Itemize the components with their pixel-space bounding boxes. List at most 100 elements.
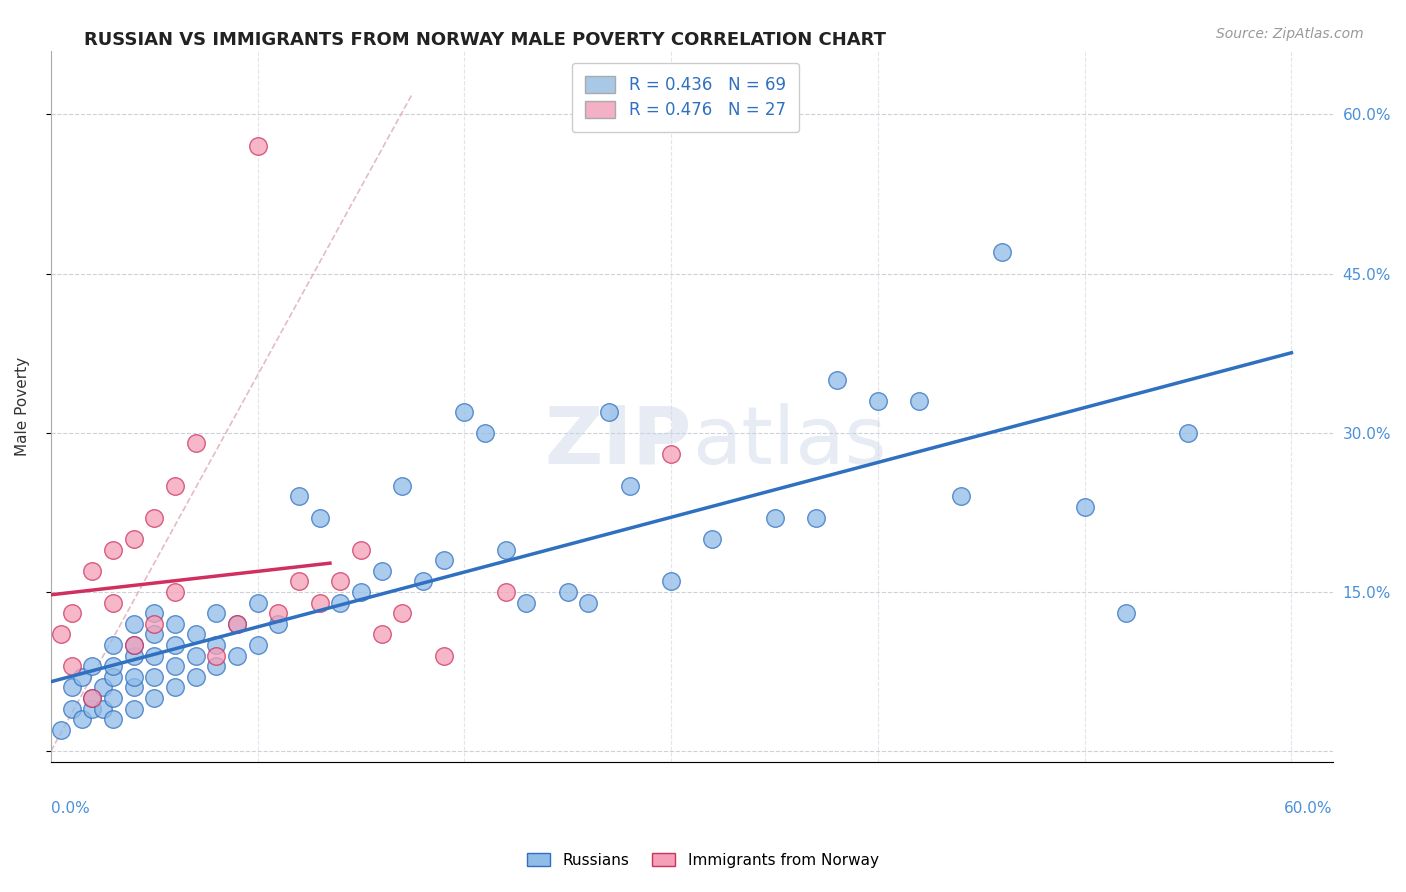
Point (82, 564, 104, 578)
Legend: R = 0.436   N = 69, R = 0.476   N = 27: R = 0.436 N = 69, R = 0.476 N = 27 (572, 62, 799, 132)
Point (515, 596, 537, 610)
Point (184, 436, 207, 450)
Point (60, 606, 83, 620)
Point (949, 490, 972, 504)
Point (1073, 500, 1095, 514)
Point (101, 670, 124, 684)
Point (122, 532, 145, 546)
Point (101, 638, 124, 652)
Point (226, 648, 249, 663)
Point (143, 627, 166, 641)
Point (267, 606, 290, 620)
Text: ZIP: ZIP (544, 403, 692, 481)
Point (163, 659, 186, 673)
Point (619, 479, 641, 493)
Point (702, 532, 724, 546)
Point (82, 702, 104, 716)
Point (804, 510, 827, 524)
Text: Source: ZipAtlas.com: Source: ZipAtlas.com (1216, 27, 1364, 41)
Point (433, 648, 456, 663)
Point (101, 691, 124, 706)
Point (51, 723, 73, 737)
Point (70, 712, 93, 726)
Point (226, 616, 249, 631)
Point (246, 139, 269, 153)
Point (908, 393, 931, 408)
Point (391, 479, 413, 493)
Point (659, 447, 682, 461)
Point (101, 596, 124, 610)
Text: 60.0%: 60.0% (1284, 801, 1333, 816)
Point (184, 670, 207, 684)
Point (163, 585, 186, 599)
Point (350, 585, 373, 599)
Point (101, 659, 124, 673)
Point (825, 373, 848, 387)
Point (143, 616, 166, 631)
Point (143, 648, 166, 663)
Point (60, 702, 83, 716)
Point (866, 393, 889, 408)
Point (659, 574, 682, 589)
Point (60, 681, 83, 695)
Point (70, 670, 93, 684)
Point (370, 627, 392, 641)
Point (122, 638, 145, 652)
Point (288, 490, 311, 504)
Point (350, 542, 373, 557)
Point (598, 404, 620, 418)
Point (122, 670, 145, 684)
Point (163, 616, 186, 631)
Point (143, 510, 166, 524)
Point (495, 542, 517, 557)
Point (51, 627, 73, 641)
Point (267, 616, 290, 631)
Point (246, 596, 269, 610)
Y-axis label: Male Poverty: Male Poverty (15, 357, 30, 456)
Point (453, 404, 475, 418)
Point (495, 585, 517, 599)
Point (763, 510, 786, 524)
Point (288, 574, 311, 589)
Point (205, 638, 228, 652)
Legend: Russians, Immigrants from Norway: Russians, Immigrants from Norway (520, 845, 886, 875)
Point (205, 659, 228, 673)
Point (122, 638, 145, 652)
Point (91, 702, 114, 716)
Point (143, 691, 166, 706)
Point (226, 616, 249, 631)
Point (308, 596, 330, 610)
Point (163, 479, 186, 493)
Point (60, 659, 83, 673)
Point (246, 638, 269, 652)
Point (578, 596, 600, 610)
Point (122, 702, 145, 716)
Point (101, 712, 124, 726)
Point (205, 648, 228, 663)
Point (557, 585, 579, 599)
Point (184, 648, 207, 663)
Point (82, 691, 104, 706)
Point (329, 596, 352, 610)
Point (391, 606, 413, 620)
Point (143, 606, 166, 620)
Point (308, 510, 330, 524)
Text: 0.0%: 0.0% (51, 801, 90, 816)
Point (122, 681, 145, 695)
Point (329, 574, 352, 589)
Point (370, 564, 392, 578)
Point (184, 627, 207, 641)
Point (163, 681, 186, 695)
Point (82, 659, 104, 673)
Point (91, 681, 114, 695)
Point (1115, 606, 1137, 620)
Text: atlas: atlas (692, 403, 886, 481)
Text: RUSSIAN VS IMMIGRANTS FROM NORWAY MALE POVERTY CORRELATION CHART: RUSSIAN VS IMMIGRANTS FROM NORWAY MALE P… (84, 31, 886, 49)
Point (433, 553, 456, 567)
Point (122, 616, 145, 631)
Point (991, 245, 1014, 260)
Point (163, 638, 186, 652)
Point (122, 648, 145, 663)
Point (474, 425, 496, 440)
Point (412, 574, 434, 589)
